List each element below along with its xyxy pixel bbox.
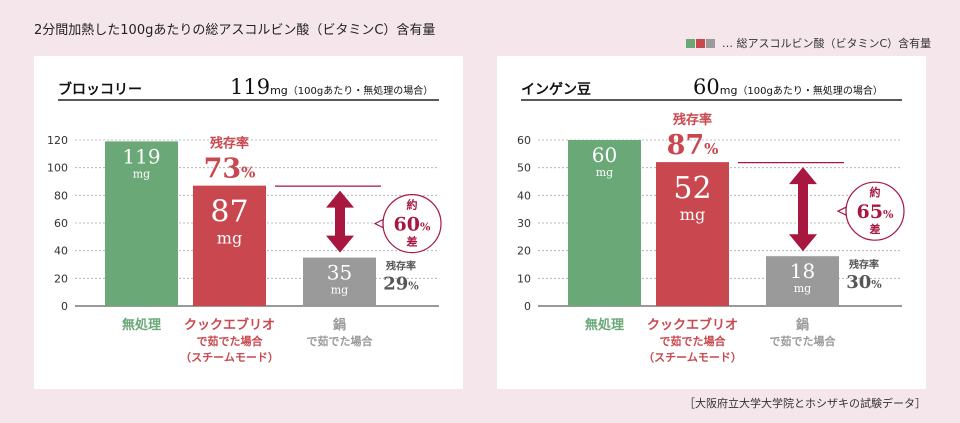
- category-label: で茹でた場合: [307, 334, 374, 348]
- legend-label: … 総アスコルビン酸（ビタミンC）含有量: [722, 37, 932, 50]
- retention-value-steam: 73%: [204, 154, 256, 185]
- bar-value-label: 60: [592, 143, 617, 167]
- category-label: で茹でた場合: [660, 334, 727, 348]
- bar-pot: [766, 256, 839, 306]
- bar-value-label: 35: [327, 261, 352, 285]
- bar-unit-label: mg: [794, 282, 811, 295]
- difference-badge-pointer: [836, 206, 847, 217]
- bar-value-label: 18: [790, 259, 815, 283]
- category-label: 無処理: [122, 317, 161, 333]
- bar-value-label: 52: [673, 171, 711, 206]
- category-label: 鍋: [333, 317, 346, 333]
- retention-label-pot: 残存率: [849, 258, 879, 271]
- bar-pot: [303, 257, 376, 306]
- legend-swatch-raw: [686, 38, 695, 48]
- reference-value: 119mg（100gあたり・無処理の場合）: [230, 75, 433, 99]
- y-tick-label: 30: [517, 217, 531, 230]
- category-label: クックエブリオ: [184, 317, 275, 333]
- bar-unit-label: mg: [596, 166, 613, 179]
- chart-svg-broccoli: ブロッコリー 119mg（100gあたり・無処理の場合） 0 20 40 60 80 100 1…: [47, 75, 442, 364]
- y-tick-label: 0: [61, 300, 68, 313]
- bar-unit-label: mg: [331, 284, 348, 297]
- chart-panel-broccoli: ブロッコリー 119mg（100gあたり・無処理の場合） 0 20 40 60 80 100 1…: [34, 56, 463, 389]
- difference-value: 60%: [394, 214, 431, 236]
- y-tick-label: 40: [517, 189, 531, 202]
- difference-suffix: 差: [870, 222, 881, 236]
- difference-prefix: 約: [407, 198, 418, 212]
- retention-label-pot: 残存率: [386, 260, 416, 273]
- y-tick-label: 20: [54, 272, 68, 285]
- retention-value-pot: 30%: [846, 272, 882, 293]
- category-label: で茹でた場合: [197, 334, 264, 348]
- retention-value-pot: 29%: [383, 274, 419, 295]
- category-label: 無処理: [585, 317, 624, 333]
- bar-steam: [193, 185, 266, 306]
- category-label: クックエブリオ: [647, 317, 738, 333]
- bar-value-label: 119: [122, 144, 160, 168]
- category-label: 鍋: [796, 317, 809, 333]
- bar-unit-label: mg: [680, 205, 705, 224]
- difference-arrow: [789, 167, 817, 252]
- panel-title: インゲン豆: [521, 81, 591, 98]
- difference-arrow: [326, 190, 354, 253]
- y-tick-label: 50: [517, 162, 531, 175]
- bar-raw: [105, 141, 178, 306]
- difference-value: 65%: [857, 201, 894, 223]
- difference-suffix: 差: [407, 235, 418, 249]
- retention-label-steam: 残存率: [210, 136, 249, 152]
- category-label: で茹でた場合: [770, 334, 837, 348]
- y-tick-label: 100: [47, 162, 68, 175]
- source-note: ［大阪府立大学大学院とホシザキの試験データ］: [684, 397, 926, 410]
- retention-label-steam: 残存率: [673, 112, 712, 128]
- y-tick-label: 20: [517, 245, 531, 258]
- category-label: （スチームモード）: [180, 351, 279, 364]
- bar-value-label: 87: [210, 195, 248, 230]
- y-tick-label: 60: [517, 134, 531, 147]
- bar-raw: [568, 140, 641, 306]
- legend-swatch-steam: [696, 38, 705, 48]
- bar-steam: [656, 162, 729, 306]
- y-tick-label: 40: [54, 245, 68, 258]
- chart-svg-ingen: インゲン豆 60mg（100gあたり・無処理の場合） 0 10 20 30 40 50 60 60…: [517, 75, 905, 364]
- legend: … 総アスコルビン酸（ビタミンC）含有量: [686, 35, 931, 51]
- category-label: （スチームモード）: [643, 351, 742, 364]
- y-tick-label: 120: [47, 134, 68, 147]
- difference-prefix: 約: [870, 185, 881, 199]
- y-tick-label: 10: [517, 272, 531, 285]
- retention-value-steam: 87%: [667, 130, 719, 161]
- y-tick-label: 60: [54, 217, 68, 230]
- reference-value: 60mg（100gあたり・無処理の場合）: [693, 75, 883, 99]
- y-tick-label: 80: [54, 189, 68, 202]
- page-title: 2分間加熱した100gあたりの総アスコルビン酸（ビタミンC）含有量: [34, 23, 436, 38]
- bar-unit-label: mg: [133, 167, 150, 180]
- chart-panel-ingen: インゲン豆 60mg（100gあたり・無処理の場合） 0 10 20 30 40 50 60 60…: [497, 56, 926, 389]
- y-tick-label: 0: [524, 300, 531, 313]
- bar-unit-label: mg: [217, 229, 242, 248]
- difference-badge-pointer: [373, 218, 384, 229]
- panel-title: ブロッコリー: [58, 81, 142, 98]
- legend-swatch-pot: [706, 38, 715, 48]
